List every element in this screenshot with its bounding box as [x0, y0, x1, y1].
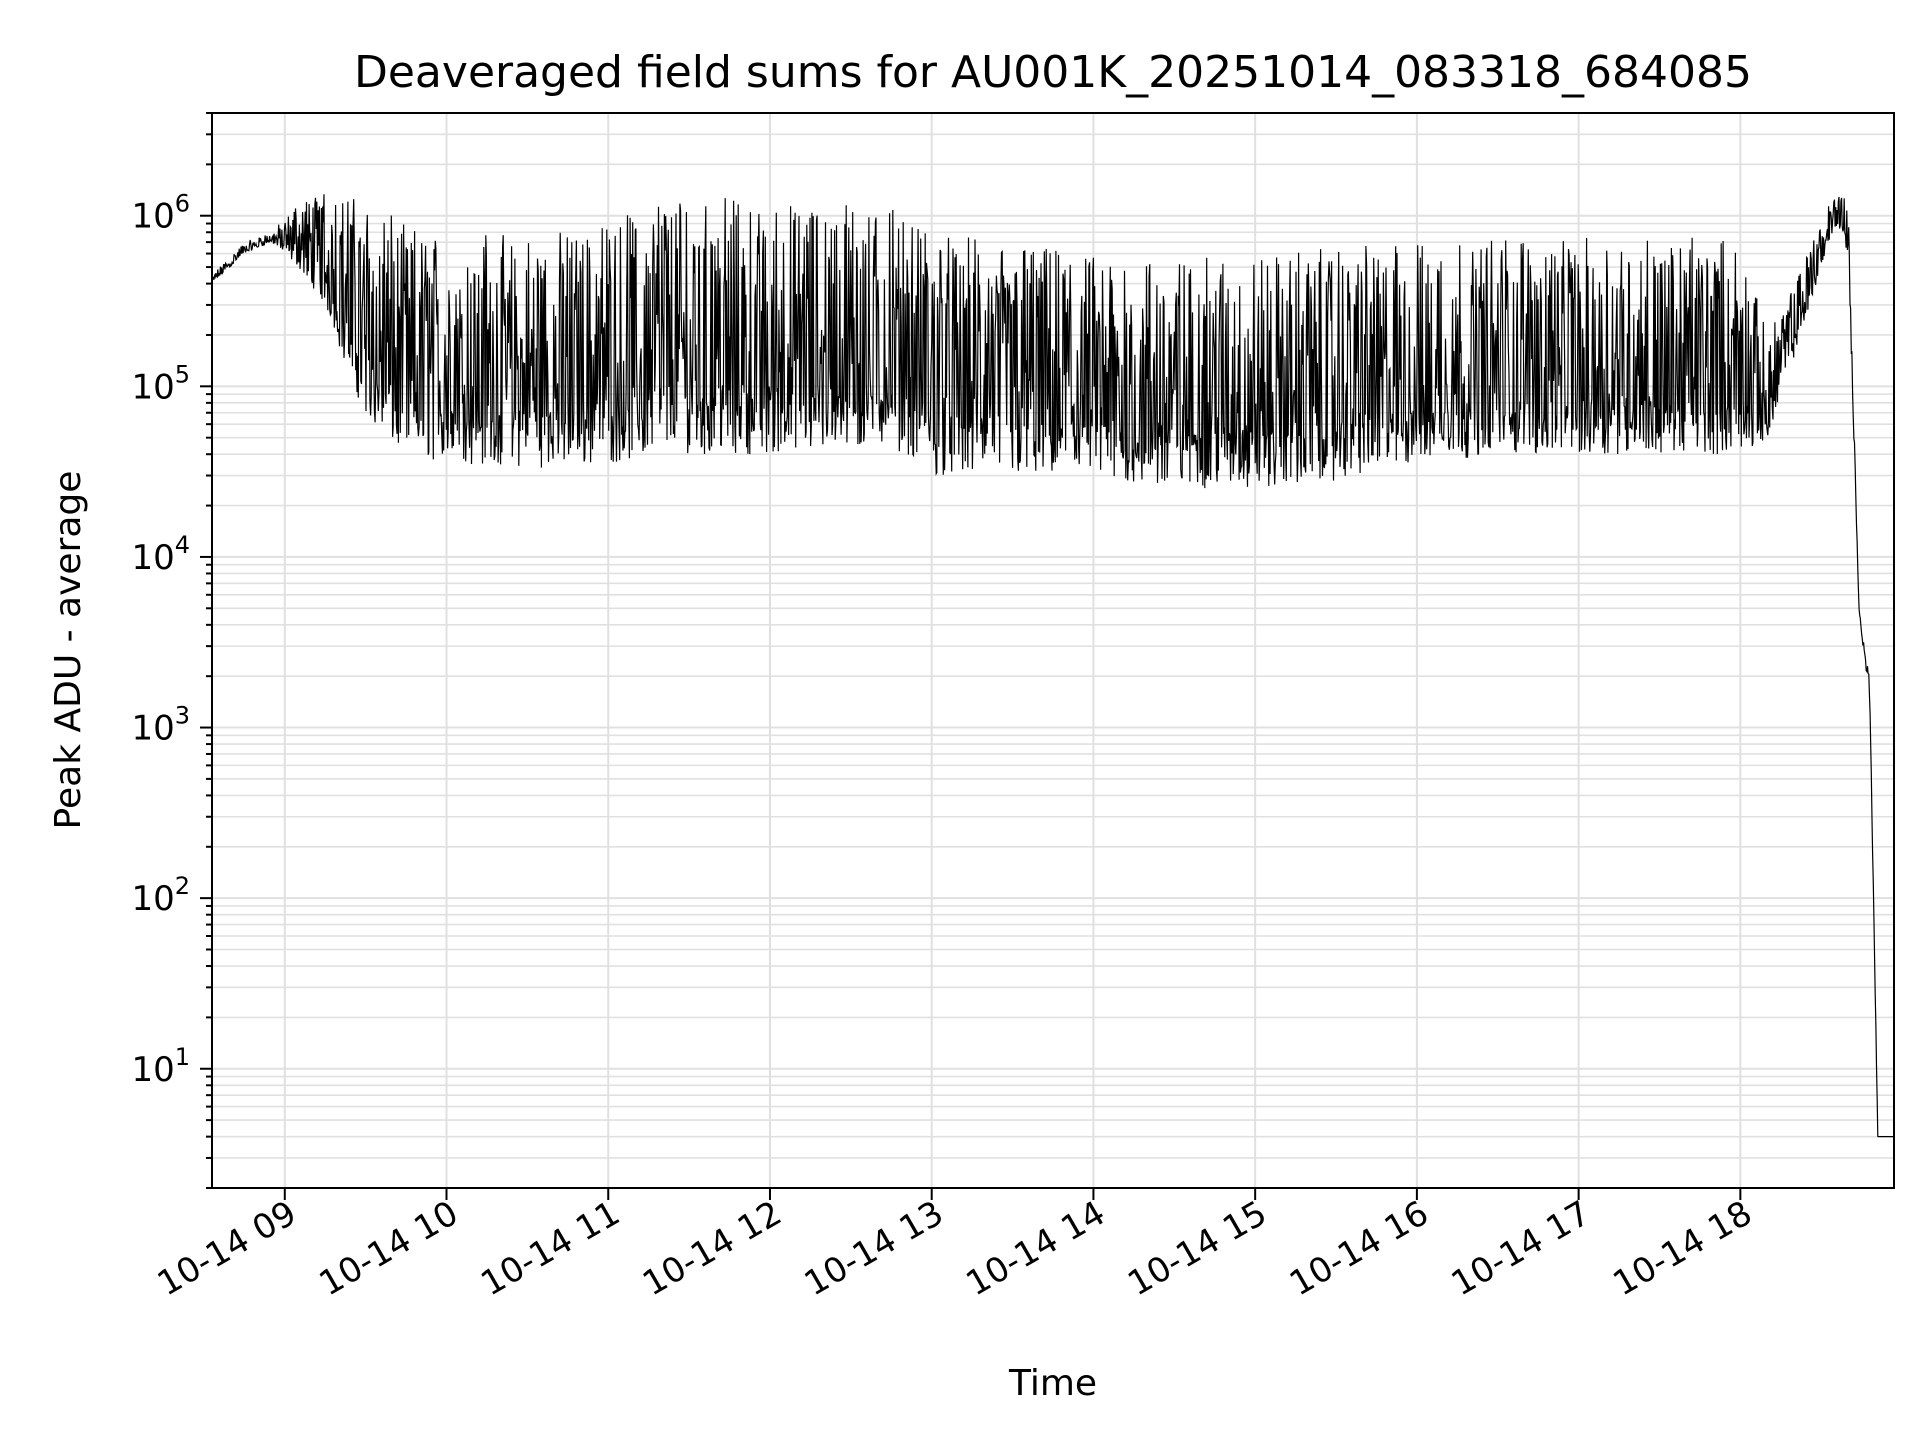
y-tick-exponent: 6: [175, 190, 190, 218]
y-tick-label: 105: [131, 360, 190, 407]
y-axis-label: Peak ADU - average: [48, 471, 89, 830]
x-axis-label: Time: [1008, 1363, 1097, 1404]
y-tick-exponent: 4: [175, 531, 190, 559]
y-tick-base: 10: [131, 197, 174, 237]
series-line: [211, 194, 1894, 1138]
y-tick-label: 106: [131, 190, 190, 237]
y-tick-exponent: 5: [175, 360, 190, 388]
y-tick-exponent: 3: [175, 702, 190, 730]
y-tick-label: 102: [131, 872, 190, 919]
y-tick-label: 101: [131, 1043, 190, 1090]
chart-title: Deaveraged field sums for AU001K_2025101…: [354, 47, 1752, 98]
plot-frame: [211, 112, 1895, 1189]
y-tick-base: 10: [131, 1050, 174, 1090]
y-tick-base: 10: [131, 879, 174, 919]
y-tick-base: 10: [131, 538, 174, 578]
y-tick-base: 10: [131, 367, 174, 407]
y-tick-label: 103: [131, 702, 190, 749]
series: [211, 194, 1894, 1138]
y-tick-exponent: 1: [175, 1043, 190, 1071]
y-tick-base: 10: [131, 709, 174, 749]
y-tick-exponent: 2: [175, 872, 190, 900]
y-tick-label: 104: [131, 531, 190, 578]
